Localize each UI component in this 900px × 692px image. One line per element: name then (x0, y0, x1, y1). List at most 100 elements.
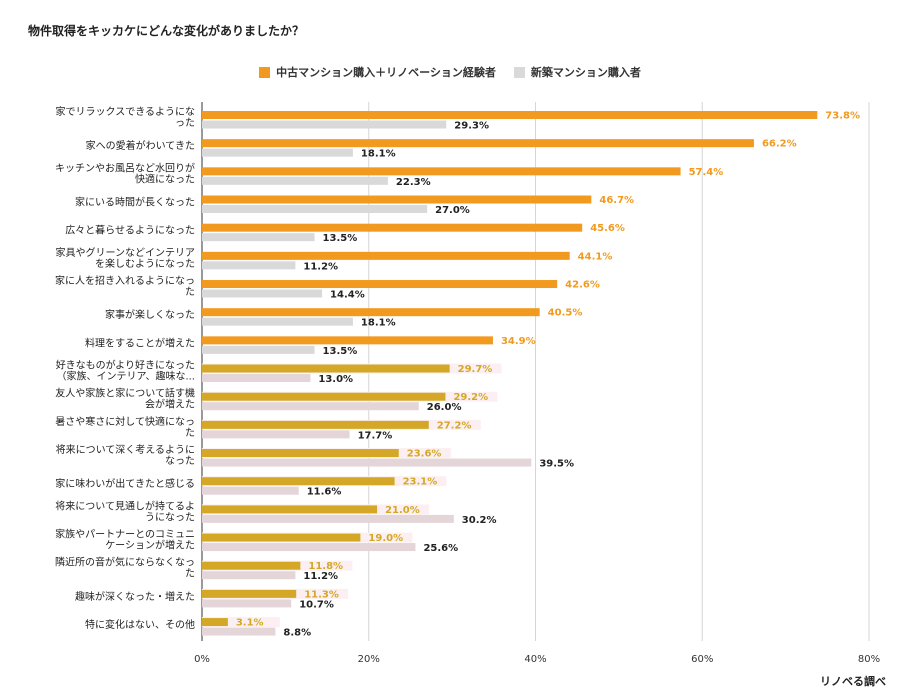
bar-new-condo (202, 514, 454, 523)
bar-new-condo (202, 345, 315, 354)
value-label-renovation: 40.5% (548, 308, 583, 319)
category-label: を楽しむようになった (95, 257, 195, 270)
category-label: 会が増えた (145, 398, 195, 411)
category-label: 快適になった (135, 172, 195, 185)
value-label-new-condo: 13.0% (318, 374, 353, 385)
category-label: た (185, 286, 195, 298)
value-label-new-condo: 30.2% (462, 515, 497, 526)
legend-item-renovation[interactable]: 中古マンション購入＋リノベーション経験者 (259, 64, 496, 80)
value-label-renovation: 19.0% (368, 533, 403, 544)
bar-new-condo (202, 627, 276, 636)
value-label-renovation: 29.2% (453, 392, 488, 403)
bar-new-condo (202, 402, 419, 411)
category-label: 家にいる時間が長くなった (75, 196, 195, 209)
legend-label-new-condo: 新築マンション購入者 (530, 66, 641, 79)
category-label: 家事が楽しくなった (105, 308, 195, 321)
bar-renovation (202, 477, 395, 486)
bar-new-condo (202, 430, 350, 439)
bar-renovation (202, 223, 583, 232)
bar-renovation (202, 167, 681, 176)
value-label-new-condo: 10.7% (299, 599, 334, 610)
chart-legend: 中古マンション購入＋リノベーション経験者 新築マンション購入者 (0, 64, 900, 80)
bar-new-condo (202, 233, 315, 242)
bar-renovation (202, 195, 592, 204)
value-label-new-condo: 13.5% (323, 346, 358, 357)
category-label: 暑さや寒さに対して快適になっ (55, 415, 195, 428)
value-label-new-condo: 17.7% (358, 430, 393, 441)
x-tick-label: 20% (358, 654, 380, 665)
bar-new-condo (202, 599, 292, 608)
value-label-renovation: 73.8% (825, 111, 860, 122)
legend-swatch-new-condo (513, 66, 525, 78)
bar-renovation (202, 420, 429, 429)
category-label: なった (165, 455, 195, 467)
bar-new-condo (202, 176, 388, 185)
value-label-new-condo: 39.5% (539, 459, 574, 470)
category-label: 好きなものがより好きになった (56, 359, 195, 372)
bar-new-condo (202, 317, 353, 326)
value-label-renovation: 46.7% (599, 195, 634, 206)
value-label-renovation: 21.0% (385, 505, 420, 516)
value-label-renovation: 34.9% (501, 336, 536, 347)
category-label: 家でリラックスできるようにな (56, 105, 196, 118)
bar-renovation (202, 280, 558, 289)
x-tick-label: 40% (524, 654, 546, 665)
value-label-new-condo: 22.3% (396, 177, 431, 188)
bar-renovation (202, 618, 228, 627)
bar-renovation (202, 139, 754, 148)
bar-new-condo (202, 374, 311, 383)
value-label-renovation: 29.7% (458, 364, 493, 375)
bar-renovation (202, 111, 818, 119)
value-label-renovation: 57.4% (689, 167, 724, 178)
category-label: た (185, 427, 195, 439)
category-label: 友人や家族と家について話す機 (55, 387, 195, 400)
category-label: キッチンやお風呂など水回りが (55, 161, 195, 174)
bar-highlight-bg (202, 617, 280, 628)
bar-new-condo (202, 486, 299, 495)
value-label-new-condo: 11.2% (303, 261, 338, 272)
bar-new-condo (202, 205, 428, 214)
category-label: 家族やパートナーとのコミュニ (55, 528, 195, 541)
category-label: 家具やグリーンなどインテリア (56, 246, 196, 259)
category-label: ケーションが増えた (105, 539, 195, 552)
category-label: 家への愛着がわいてきた (86, 139, 195, 152)
x-tick-label: 60% (691, 654, 713, 665)
x-tick-label: 80% (858, 654, 880, 665)
value-label-renovation: 42.6% (565, 280, 600, 291)
bar-renovation (202, 392, 446, 401)
category-label: った (175, 117, 195, 129)
bar-new-condo (202, 261, 296, 270)
bar-new-condo (202, 289, 323, 298)
category-label: 隣近所の音が気にならなくなっ (55, 556, 195, 569)
legend-item-new-condo[interactable]: 新築マンション購入者 (513, 64, 641, 80)
bar-renovation (202, 364, 450, 373)
bar-renovation (202, 561, 301, 570)
value-label-new-condo: 25.6% (423, 543, 458, 554)
value-label-renovation: 3.1% (236, 618, 264, 629)
value-label-new-condo: 13.5% (323, 233, 358, 244)
value-label-renovation: 11.8% (308, 561, 343, 572)
bar-renovation (202, 589, 297, 598)
bar-renovation (202, 449, 399, 458)
bar-new-condo (202, 148, 353, 157)
category-label: 料理をすることが増えた (85, 336, 195, 349)
value-label-new-condo: 14.4% (330, 290, 365, 301)
value-label-new-condo: 29.3% (454, 121, 489, 132)
chart-title: 物件取得をキッカケにどんな変化がありましたか？ (28, 24, 305, 38)
category-label: 将来について深く考えるように (56, 444, 195, 456)
category-label: （家族、インテリア、趣味な... (56, 370, 195, 383)
bar-renovation (202, 251, 570, 260)
x-tick-label: 0% (194, 654, 210, 665)
legend-label-renovation: 中古マンション購入＋リノベーション経験者 (276, 66, 496, 79)
value-label-new-condo: 18.1% (361, 318, 396, 329)
category-label: 家に人を招き入れるようになっ (55, 274, 195, 287)
category-label: 将来について見通しが持てるよ (55, 499, 195, 512)
bar-renovation (202, 505, 378, 514)
source-credit: リノベる調べ (820, 675, 886, 688)
bar-renovation (202, 336, 493, 345)
value-label-renovation: 45.6% (590, 223, 625, 234)
category-label: うになった (145, 511, 195, 523)
value-label-renovation: 11.3% (304, 589, 339, 600)
value-label-new-condo: 11.2% (303, 571, 338, 582)
